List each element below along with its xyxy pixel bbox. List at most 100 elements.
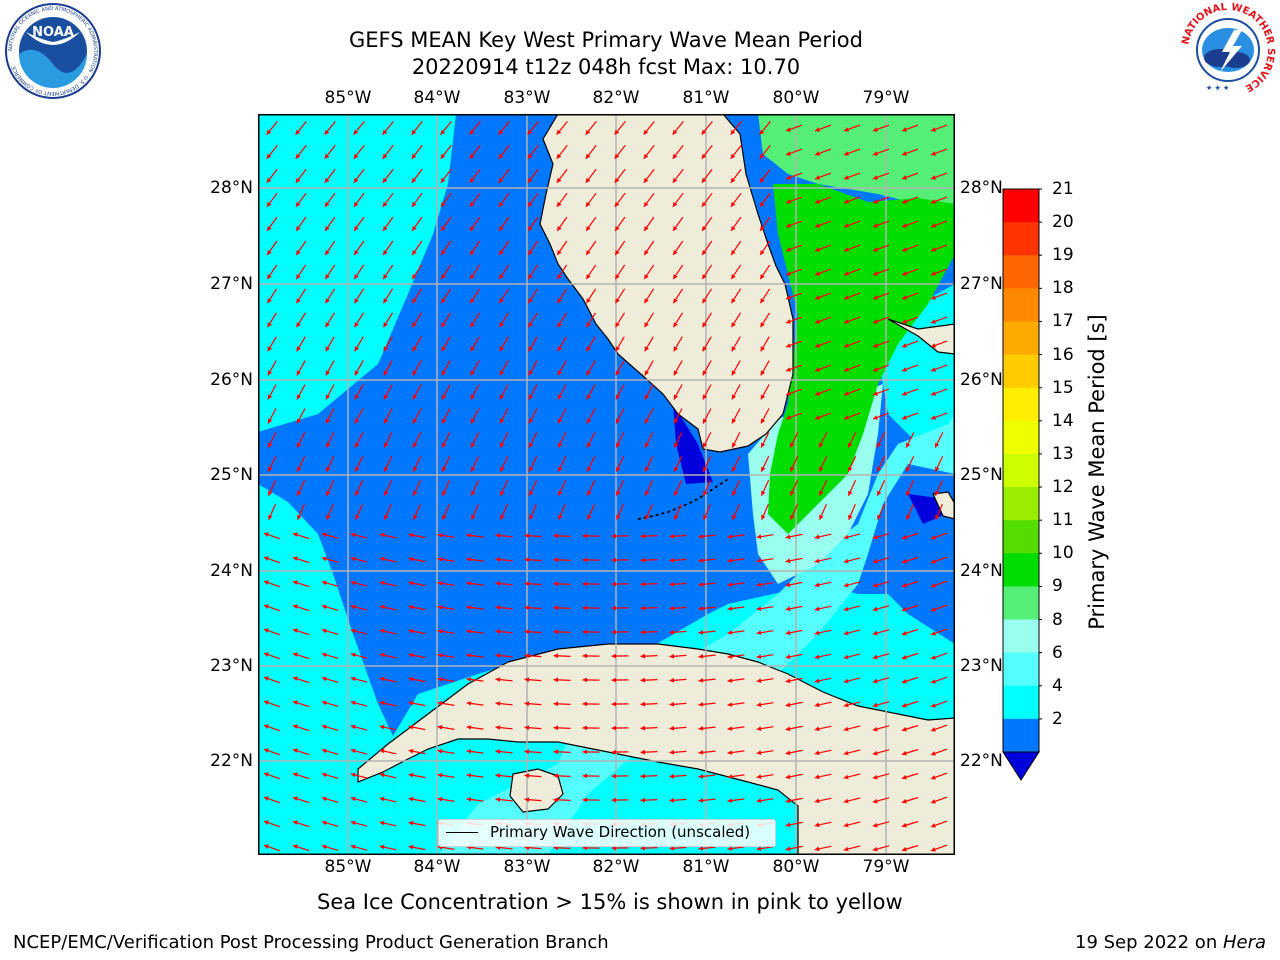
- wave-arrow-head: [844, 367, 849, 372]
- colorbar-band: [1003, 685, 1039, 720]
- wave-arrow-head: [702, 250, 707, 255]
- colorbar-tick-label: 15: [1052, 377, 1074, 398]
- wave-arrow-head: [267, 346, 272, 352]
- lon-tick-bottom: 82°W: [592, 857, 640, 877]
- lon-tick-top: 85°W: [324, 88, 372, 108]
- wave-arrow-head: [495, 773, 501, 778]
- wave-arrow-head: [730, 153, 736, 159]
- colorbar-band: [1003, 453, 1039, 488]
- wave-arrow-head: [527, 153, 533, 159]
- wave-arrow-head: [702, 274, 707, 280]
- wave-arrow-head: [350, 844, 356, 850]
- wave-arrow-head: [760, 226, 765, 231]
- wave-arrow-head: [557, 346, 562, 352]
- wave-arrow-head: [325, 370, 330, 376]
- colorbar-band: [1003, 420, 1039, 455]
- wave-arrow-head: [350, 652, 356, 658]
- wave-arrow-head: [466, 701, 472, 706]
- wave-arrow-head: [441, 226, 446, 231]
- wave-arrow-head: [731, 322, 736, 328]
- wave-arrow-head: [698, 606, 704, 611]
- wave-arrow-head: [901, 630, 907, 636]
- wave-arrow-head: [324, 129, 330, 135]
- wave-arrow-head: [379, 772, 385, 778]
- wave-arrow-head: [902, 367, 907, 372]
- wave-arrow-head: [437, 629, 443, 634]
- wave-arrow-head: [698, 798, 704, 803]
- lon-tick-bottom: 83°W: [503, 857, 551, 877]
- wave-arrow-head: [872, 774, 878, 780]
- wave-arrow-head: [615, 322, 620, 328]
- lon-tick-top: 81°W: [682, 88, 730, 108]
- wave-arrow-head: [643, 129, 649, 135]
- wave-arrow-head: [412, 322, 417, 328]
- wave-arrow-head: [730, 177, 736, 183]
- wave-arrow-head: [698, 774, 704, 779]
- wave-arrow-head: [437, 533, 443, 538]
- wave-arrow-head: [524, 653, 530, 659]
- wave-arrow-head: [412, 298, 417, 304]
- wave-arrow-head: [727, 726, 733, 731]
- wave-arrow-head: [702, 298, 707, 304]
- wave-arrow-head: [558, 490, 563, 496]
- wave-arrow-head: [786, 415, 791, 420]
- wave-arrow-head: [267, 370, 272, 376]
- wave-arrow-head: [383, 370, 388, 376]
- wave-arrow-head: [873, 319, 878, 324]
- colorbar-band: [1003, 586, 1039, 621]
- wave-arrow-head: [669, 677, 675, 683]
- wave-arrow-head: [814, 726, 820, 732]
- wave-arrow-head: [815, 223, 820, 228]
- wave-arrow-head: [701, 177, 707, 183]
- wave-arrow-head: [672, 153, 678, 159]
- wave-arrow-head: [843, 822, 849, 828]
- wave-arrow-head: [413, 442, 418, 448]
- wave-arrow-head: [321, 652, 327, 658]
- wave-arrow-head: [673, 370, 678, 376]
- wave-arrow-head: [528, 226, 533, 231]
- wave-arrow-head: [674, 490, 679, 496]
- colorbar-band: [1003, 288, 1039, 322]
- legend-label: Primary Wave Direction (unscaled): [490, 823, 751, 841]
- wave-arrow-head: [931, 199, 936, 204]
- wave-arrow-head: [411, 177, 417, 183]
- wave-arrow-head: [902, 151, 907, 156]
- wave-arrow-head: [292, 772, 298, 777]
- wave-arrow-head: [615, 394, 621, 400]
- wave-arrow-head: [790, 490, 795, 496]
- lat-tick-left: 27°N: [210, 274, 253, 294]
- wave-arrow-head: [557, 298, 562, 304]
- wave-arrow-head: [906, 514, 911, 520]
- wave-arrow-head: [353, 129, 359, 135]
- wave-arrow-head: [379, 748, 385, 754]
- wave-arrow-head: [872, 630, 878, 636]
- wave-arrow-head: [471, 466, 476, 472]
- wave-arrow-head: [437, 797, 443, 802]
- wave-arrow-head: [672, 177, 678, 183]
- svg-text:★ ★ ★: ★ ★ ★: [1206, 84, 1229, 92]
- wave-arrow-head: [843, 558, 849, 564]
- wave-arrow-head: [267, 394, 273, 400]
- wave-arrow-head: [379, 724, 385, 730]
- wave-arrow-head: [901, 582, 907, 588]
- wave-arrow-head: [701, 129, 707, 135]
- wave-arrow-head: [268, 466, 273, 472]
- wave-arrow-head: [354, 298, 359, 304]
- wave-arrow-head: [296, 394, 302, 400]
- wave-arrow-head: [759, 201, 765, 207]
- wave-arrow-head: [611, 605, 616, 611]
- wave-arrow-head: [527, 201, 533, 207]
- wave-arrow-head: [727, 702, 733, 707]
- wave-arrow-head: [412, 274, 417, 280]
- wave-arrow-head: [442, 418, 447, 424]
- wave-arrow-head: [785, 558, 791, 564]
- wave-arrow-head: [731, 226, 736, 231]
- wave-arrow-head: [586, 370, 591, 376]
- wave-arrow-head: [848, 514, 853, 520]
- wave-arrow-head: [585, 129, 591, 135]
- wave-arrow-head: [441, 250, 446, 255]
- wave-arrow-head: [785, 798, 791, 804]
- wave-arrow-head: [582, 701, 587, 707]
- wave-arrow-head: [295, 201, 301, 207]
- wave-arrow-head: [383, 322, 388, 328]
